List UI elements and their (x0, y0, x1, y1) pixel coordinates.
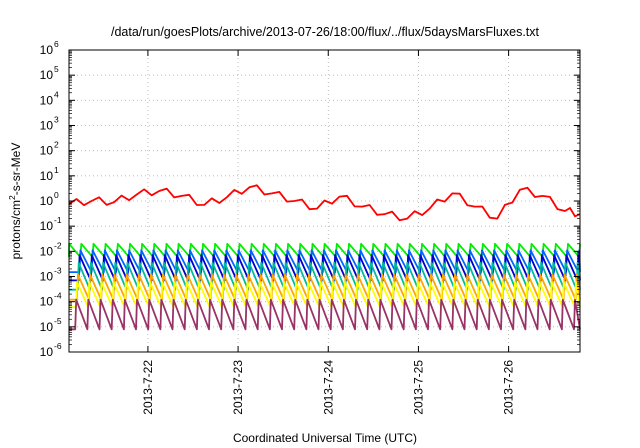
y-tick-exponent: -1 (54, 215, 62, 225)
x-axis-label: Coordinated Universal Time (UTC) (233, 431, 417, 445)
y-tick-exponent: -4 (54, 291, 62, 301)
y-tick-exponent: 3 (54, 115, 59, 125)
y-tick-label: 10 (40, 68, 54, 82)
y-axis-label: protons/cm2-s-sr-MeV (7, 143, 23, 260)
series-line (69, 249, 581, 273)
y-tick-exponent: -3 (54, 266, 62, 276)
series-line (69, 254, 581, 282)
y-tick-exponent: 2 (54, 140, 59, 150)
y-tick-label: 10 (40, 93, 54, 107)
series-line (69, 261, 581, 291)
x-tick-label: 2013-7-24 (321, 360, 335, 415)
y-tick-label: 10 (40, 244, 54, 258)
y-axis-label-rest: -s-sr-MeV (9, 143, 23, 196)
y-tick-exponent: 6 (54, 39, 59, 49)
x-tick-label: 2013-7-22 (141, 360, 155, 415)
y-tick-label: 10 (40, 219, 54, 233)
y-tick-exponent: 0 (54, 190, 59, 200)
y-tick-label: 10 (40, 194, 54, 208)
chart-title: /data/run/goesPlots/archive/2013-07-26/1… (111, 25, 540, 39)
y-tick-label: 10 (40, 169, 54, 183)
x-axis-ticks: 2013-7-22 2013-7-23 2013-7-24 2013-7-25 2013… (141, 50, 516, 415)
y-axis-label-base: protons/cm (9, 200, 23, 259)
y-tick-label: 10 (40, 320, 54, 334)
y-tick-label: 10 (40, 43, 54, 57)
y-axis-label-sup: 2 (7, 195, 17, 200)
series-line (69, 281, 581, 309)
y-tick-label: 10 (40, 295, 54, 309)
y-tick-exponent: -2 (54, 240, 62, 250)
y-tick-exponent: -6 (54, 341, 62, 351)
series-line (69, 298, 581, 331)
x-tick-label: 2013-7-25 (411, 360, 425, 415)
y-tick-exponent: 5 (54, 64, 59, 74)
y-tick-label: 10 (40, 345, 54, 359)
y-tick-label: 10 (40, 270, 54, 284)
y-tick-exponent: 4 (54, 89, 59, 99)
y-tick-label: 10 (40, 144, 54, 158)
y-tick-exponent: 1 (54, 165, 59, 175)
series-line (69, 273, 581, 301)
y-axis-ticks: 10 -610 -510 -410 -310 -210 -110 010 110 210 310 41… (40, 39, 580, 359)
series-line (68, 184, 581, 222)
data-series (68, 184, 581, 331)
y-tick-exponent: -5 (54, 316, 62, 326)
x-tick-label: 2013-7-23 (231, 360, 245, 415)
y-tick-label: 10 (40, 119, 54, 133)
x-tick-label: 2013-7-26 (502, 360, 516, 415)
